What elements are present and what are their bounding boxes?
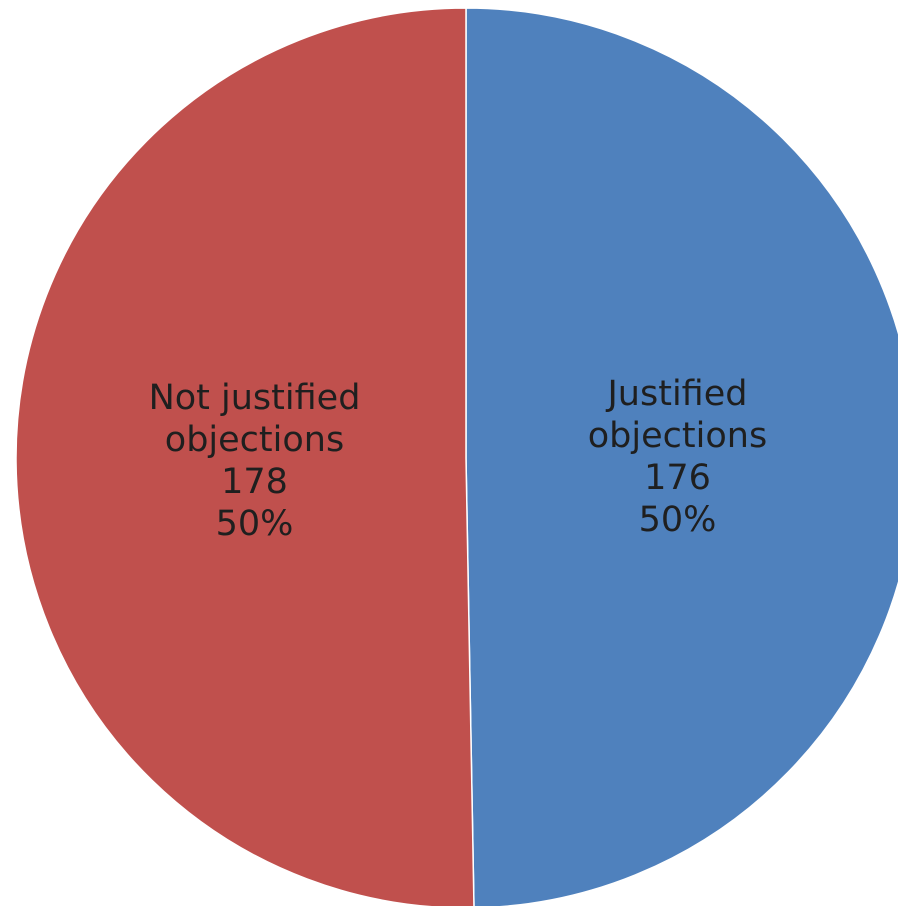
slice-value: 176: [644, 458, 711, 498]
slice-percent: 50%: [639, 500, 717, 540]
slice-value: 178: [221, 462, 288, 502]
pie-slice-0: [465, 7, 898, 906]
pie-slice-1: [15, 7, 475, 906]
slice-label-0: Justified objections 176 50%: [588, 374, 767, 540]
slice-labels: Justified objections 176 50%Not justified ob…: [149, 374, 768, 544]
slice-name-line: Not justified: [149, 378, 361, 418]
slice-name-line: Justified: [605, 374, 747, 414]
pie-slices: [15, 7, 898, 906]
slice-name-line: objections: [588, 416, 767, 456]
slice-name-line: objections: [165, 420, 344, 460]
slice-percent: 50%: [216, 504, 294, 544]
slice-label-1: Not justified objections 178 50%: [149, 378, 361, 544]
